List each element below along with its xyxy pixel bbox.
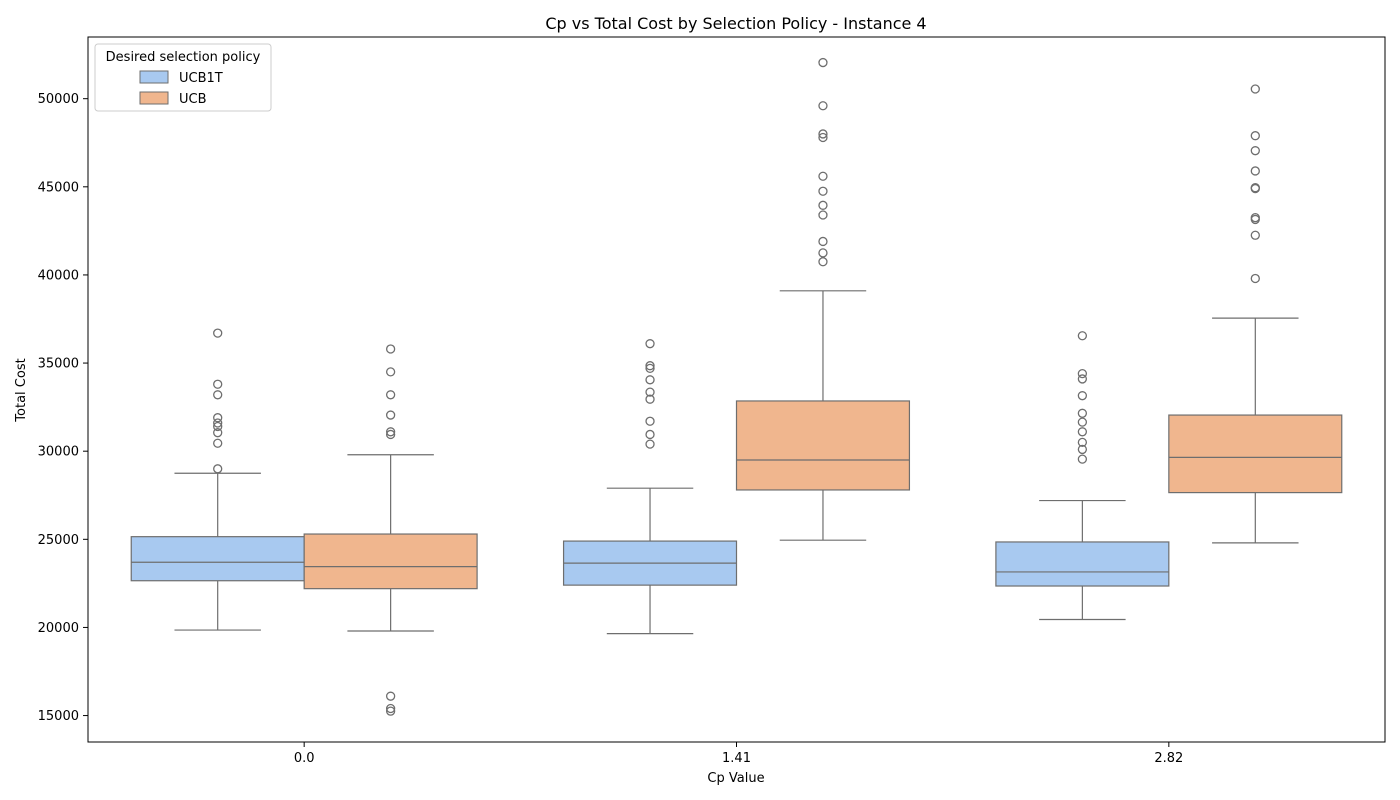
outlier-point	[645, 439, 655, 449]
outlier-point	[645, 416, 655, 426]
outlier-point	[1077, 374, 1088, 384]
outlier-point	[645, 387, 655, 397]
outlier-point	[645, 339, 655, 349]
outlier-point	[385, 390, 396, 400]
outlier-point	[818, 236, 828, 247]
outlier-point	[1250, 146, 1260, 156]
outlier-point	[818, 186, 828, 196]
outlier-point	[645, 363, 655, 374]
outlier-point	[385, 367, 396, 377]
outlier-point	[213, 379, 223, 389]
legend-label-ucb: UCB	[179, 92, 207, 107]
outlier-point	[818, 210, 828, 220]
outlier-point	[818, 200, 828, 210]
x-axis-label: Cp Value	[707, 771, 764, 786]
box-group-ucb	[735, 57, 911, 541]
legend-swatch-ucb1t	[139, 70, 169, 84]
y-tick-label: 20000	[38, 621, 79, 636]
legend-title: Desired selection policy	[106, 50, 261, 65]
outlier-point	[1250, 131, 1260, 141]
outlier-point	[645, 394, 655, 404]
y-tick-label: 40000	[38, 268, 79, 283]
x-tick-label: 2.82	[1154, 751, 1183, 766]
x-tick-label: 1.41	[722, 751, 751, 766]
box-group-ucb1t	[130, 328, 305, 631]
outlier-point	[1077, 454, 1088, 464]
y-tick-label: 15000	[38, 709, 79, 724]
outlier-point	[1250, 230, 1260, 240]
outlier-point	[213, 464, 223, 474]
outlier-point	[213, 418, 223, 428]
outlier-point	[818, 171, 828, 181]
outlier-point	[818, 57, 828, 68]
outlier-point	[385, 691, 396, 701]
outlier-point	[1077, 437, 1088, 448]
y-tick-label: 50000	[38, 92, 79, 107]
legend-frame	[94, 43, 272, 112]
outlier-point	[1077, 408, 1088, 418]
outlier-point	[213, 421, 223, 432]
outlier-point	[818, 129, 828, 139]
box-group-ucb	[1168, 84, 1343, 544]
outlier-point	[1250, 166, 1260, 176]
outlier-point	[385, 427, 396, 437]
outlier-point	[818, 101, 828, 111]
legend: Desired selection policy UCB1T UCB	[94, 43, 272, 112]
legend-label-ucb1t: UCB1T	[179, 71, 223, 86]
outlier-point	[1250, 273, 1260, 284]
outlier-point	[213, 428, 223, 438]
outlier-point	[1077, 391, 1088, 401]
outlier-point	[1077, 417, 1088, 427]
outlier-point	[645, 375, 655, 385]
outlier-point	[1250, 84, 1260, 94]
box-ucb1t	[995, 541, 1170, 587]
outlier-point	[385, 344, 396, 354]
box-ucb	[303, 533, 478, 590]
y-axis-label: Total Cost	[14, 358, 29, 422]
outlier-point	[1250, 183, 1260, 194]
outlier-point	[1077, 427, 1088, 437]
outlier-point	[213, 413, 223, 423]
box-ucb1t	[130, 536, 305, 582]
box-group-ucb1t	[995, 331, 1170, 621]
box-ucb	[735, 400, 911, 491]
outlier-point	[645, 361, 655, 371]
outlier-point	[818, 132, 828, 143]
outlier-point	[818, 248, 828, 258]
y-tick-label: 45000	[38, 180, 79, 195]
outlier-point	[213, 438, 223, 448]
box-ucb	[1168, 414, 1343, 494]
outlier-point	[385, 703, 396, 714]
outlier-point	[385, 410, 396, 420]
outlier-point	[1077, 444, 1088, 455]
outlier-point	[1077, 368, 1088, 379]
outlier-point	[385, 429, 396, 440]
legend-swatch-ucb	[139, 91, 169, 105]
plot-frame	[87, 36, 1386, 743]
y-tick-label: 25000	[38, 533, 79, 548]
box-group-ucb	[303, 344, 478, 716]
y-tick-label: 35000	[38, 357, 79, 372]
outlier-point	[1077, 331, 1088, 341]
box-group-ucb1t	[562, 339, 738, 635]
outlier-point	[1250, 214, 1260, 225]
x-tick-label: 0.0	[294, 751, 315, 766]
outlier-point	[645, 429, 655, 440]
outlier-point	[213, 328, 223, 338]
plot-area: 15000 20000 25000 30000 35000 40000 45000 50000…	[38, 57, 1343, 766]
y-tick-label: 30000	[38, 445, 79, 460]
outlier-point	[385, 706, 396, 716]
chart-title: Cp vs Total Cost by Selection Policy - I…	[545, 14, 926, 33]
outlier-point	[213, 390, 223, 400]
outlier-point	[818, 257, 828, 267]
